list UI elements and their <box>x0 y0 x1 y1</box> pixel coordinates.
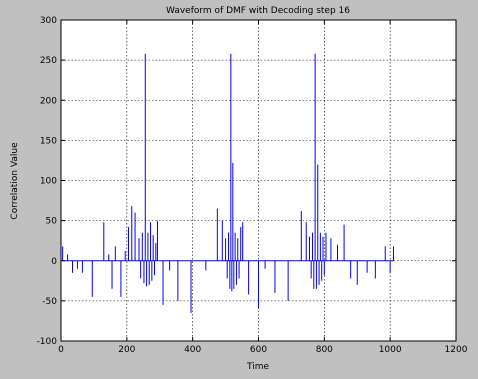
x-tick-label: 200 <box>118 345 135 355</box>
series-group <box>62 53 394 313</box>
x-axis-label: Time <box>246 362 269 372</box>
y-tick-label: 0 <box>51 257 57 267</box>
y-tick-label: 50 <box>46 217 58 227</box>
x-tick-label: 600 <box>250 345 267 355</box>
y-tick-label: 200 <box>40 96 57 106</box>
y-tick-label: 100 <box>40 177 57 187</box>
y-ticks: -100 -50 0 50 100 150 200 250 300 <box>37 16 456 347</box>
x-tick-label: 400 <box>184 345 201 355</box>
y-tick-label: 150 <box>40 136 57 146</box>
x-ticks: 0 200 400 600 800 1000 1200 <box>58 20 468 355</box>
x-tick-label: 1200 <box>445 345 468 355</box>
x-tick-label: 1000 <box>379 345 402 355</box>
x-tick-label: 800 <box>316 345 333 355</box>
y-tick-label: 250 <box>40 56 57 66</box>
y-tick-label: -50 <box>42 297 57 307</box>
x-tick-label: 0 <box>58 345 64 355</box>
y-tick-label: 300 <box>40 16 57 26</box>
y-tick-label: -100 <box>37 337 58 347</box>
y-axis-label: Correlation Value <box>10 142 20 220</box>
chart-title: Waveform of DMF with Decoding step 16 <box>166 6 350 16</box>
